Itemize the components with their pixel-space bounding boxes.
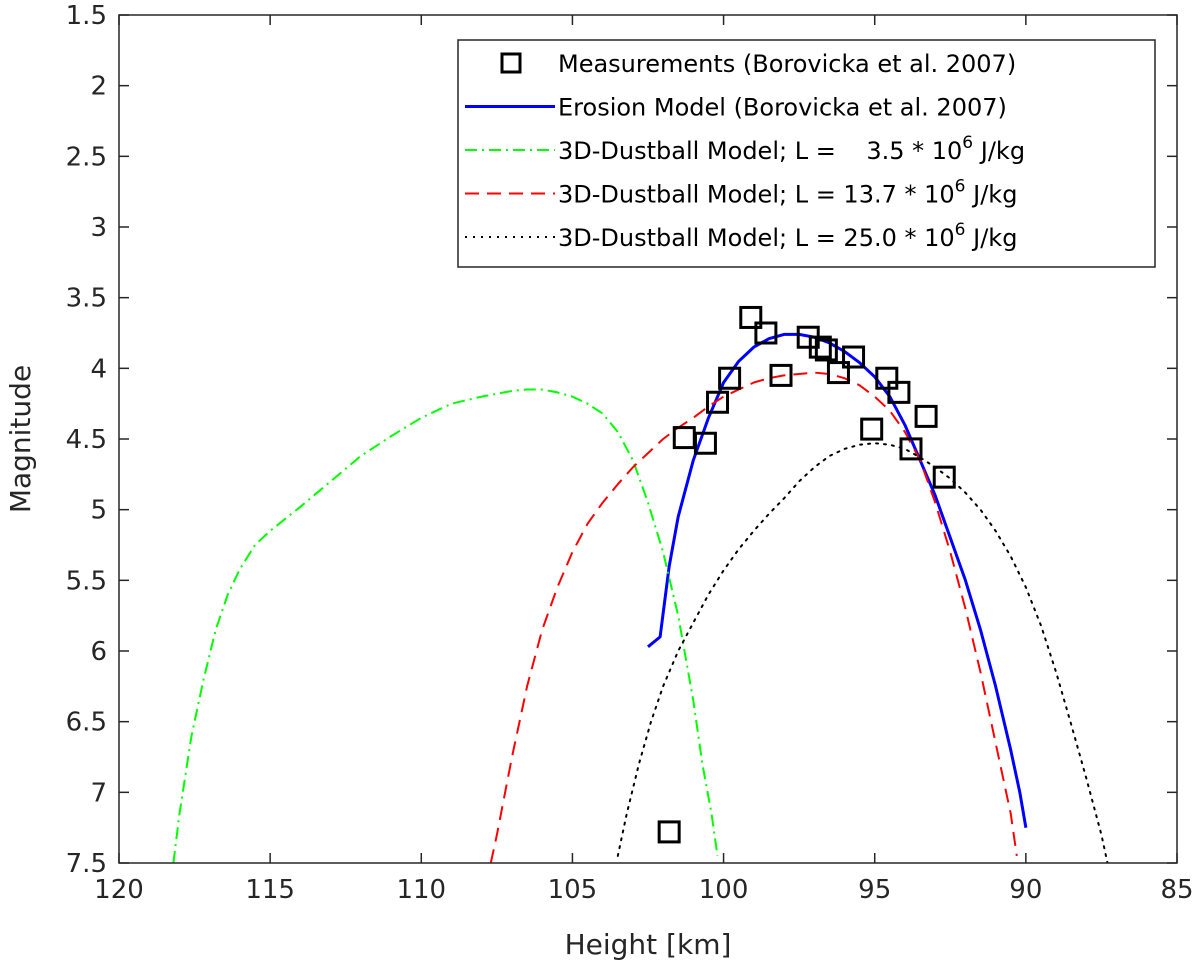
x-tick-label: 120: [94, 875, 144, 905]
x-tick-label: 105: [548, 875, 598, 905]
y-tick-label: 7.5: [66, 849, 107, 879]
data-point: [914, 404, 938, 428]
legend-entry: 3D-Dustball Model; L = 3.5 * 106 J/kg: [558, 133, 1025, 165]
y-tick-label: 4: [90, 354, 107, 384]
data-point: [693, 431, 717, 455]
legend-box: [457, 39, 1156, 268]
legend-entry-label: 3D-Dustball Model; L = 25.0 * 10: [558, 224, 955, 252]
legend-entry-unit: J/kg: [966, 224, 1018, 252]
x-tick-label: 95: [858, 875, 891, 905]
y-tick-label: 4.5: [66, 425, 107, 455]
y-tick-label: 6.5: [66, 708, 107, 738]
y-tick-label: 1.5: [66, 1, 107, 31]
legend-entry-label: 3D-Dustball Model; L = 13.7 * 10: [558, 181, 955, 209]
x-tick-label: 90: [1009, 875, 1042, 905]
y-tick-label: 6: [90, 637, 107, 667]
data-point: [718, 366, 742, 390]
data-point: [657, 820, 681, 844]
legend-entry: 3D-Dustball Model; L = 13.7 * 106 J/kg: [558, 177, 1017, 209]
data-point: [706, 390, 730, 414]
x-tick-label: 110: [396, 875, 446, 905]
x-axis-label: Height [km]: [565, 928, 732, 961]
legend-entry-label: Erosion Model (Borovicka et al. 2007): [558, 94, 1007, 122]
series-line-4: [616, 442, 1109, 863]
y-tick-label: 2: [90, 72, 107, 102]
data-point: [932, 465, 956, 489]
y-tick-label: 3: [90, 213, 107, 243]
data-point: [808, 335, 832, 359]
x-tick-label: 85: [1160, 875, 1193, 905]
legend-entry: Measurements (Borovicka et al. 2007): [558, 50, 1016, 78]
legend-entry-label: Measurements (Borovicka et al. 2007): [558, 50, 1016, 78]
legend-entry-exponent: 6: [962, 133, 973, 153]
legend: Measurements (Borovicka et al. 2007) Eros…: [457, 39, 1156, 268]
legend-marker: [500, 52, 522, 74]
legend-entry-exponent: 6: [955, 220, 966, 240]
data-point: [754, 321, 778, 345]
legend-entry-unit: J/kg: [966, 181, 1018, 209]
data-point: [887, 380, 911, 404]
y-tick-label: 2.5: [66, 142, 107, 172]
y-axis-label: Magnitude: [4, 365, 37, 513]
data-point: [899, 437, 923, 461]
data-point: [842, 345, 866, 369]
data-point: [769, 363, 793, 387]
series-line-3: [489, 371, 1018, 863]
data-point: [826, 361, 850, 385]
plot-area: [172, 305, 1109, 863]
y-tick-label: 5.5: [66, 566, 107, 596]
legend-entry: 3D-Dustball Model; L = 25.0 * 106 J/kg: [558, 220, 1017, 252]
data-point: [814, 338, 838, 362]
data-point: [860, 417, 884, 441]
x-tick-label: 100: [699, 875, 749, 905]
axis-ticks: 120 115 110 105 100 95 90 85 1.5 2 2.5 3 3.5 4 4.5 5 5.5…: [66, 1, 1194, 905]
data-point: [739, 305, 763, 329]
y-tick-label: 3.5: [66, 284, 107, 314]
legend-entry-exponent: 6: [955, 177, 966, 197]
legend-entry: Erosion Model (Borovicka et al. 2007): [558, 94, 1007, 122]
x-tick-label: 115: [245, 875, 295, 905]
data-point: [875, 366, 899, 390]
y-tick-label: 7: [90, 778, 107, 808]
y-tick-label: 5: [90, 496, 107, 526]
legend-entry-label: 3D-Dustball Model; L = 3.5 * 10: [558, 137, 962, 165]
legend-entry-unit: J/kg: [973, 137, 1025, 165]
